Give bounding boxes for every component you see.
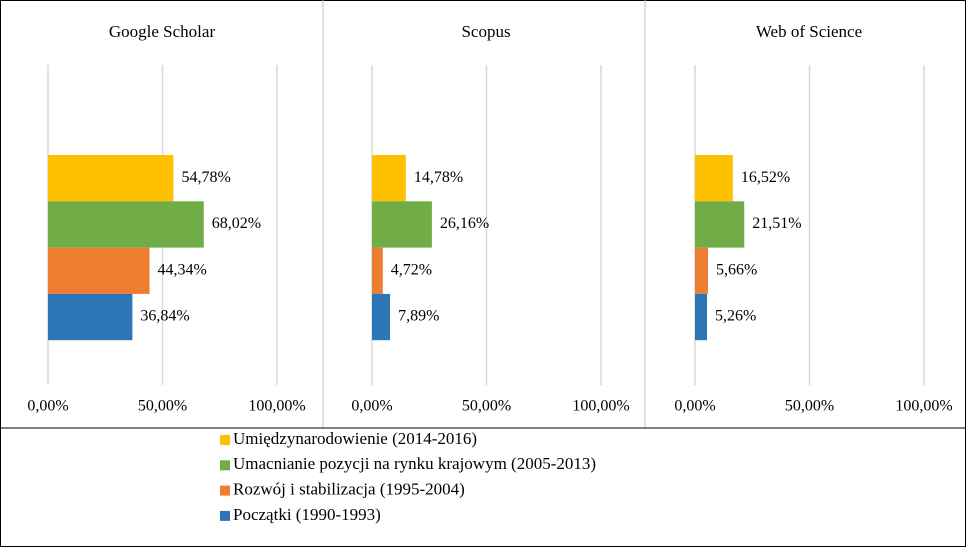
bar [48,293,133,341]
bar [695,247,708,294]
data-label: 4,72% [391,261,432,278]
data-label: 7,89% [398,308,439,325]
bar [48,155,174,202]
bar [695,201,745,248]
x-tick-label: 100,00% [248,398,305,415]
panel-title: Web of Science [756,22,862,41]
panel-title: Scopus [461,22,510,41]
legend-label: Umiędzynarodowienie (2014-2016) [233,429,477,448]
data-label: 5,66% [716,261,757,278]
bar [48,201,204,248]
bar [695,155,733,202]
data-label: 14,78% [414,169,463,186]
x-tick-label: 100,00% [572,398,629,415]
legend-label: Początki (1990-1993) [233,505,381,524]
data-label: 16,52% [741,169,790,186]
bar [695,293,708,341]
data-label: 68,02% [212,215,261,232]
legend-label: Rozwój i stabilizacja (1995-2004) [233,480,465,499]
bar [372,247,383,294]
x-tick-label: 100,00% [895,398,952,415]
data-label: 26,16% [440,215,489,232]
bar [372,155,406,202]
bar [48,247,150,294]
x-tick-label: 50,00% [138,398,187,415]
bar [372,201,432,248]
legend-label: Umacnianie pozycji na rynku krajowym (20… [233,454,596,473]
data-label: 54,78% [181,169,230,186]
data-label: 36,84% [140,308,189,325]
legend-swatch [220,460,230,471]
panel-title: Google Scholar [109,22,216,41]
x-tick-label: 50,00% [785,398,834,415]
data-label: 21,51% [752,215,801,232]
x-tick-label: 0,00% [674,398,715,415]
data-label: 5,26% [715,308,756,325]
legend-swatch [220,485,230,496]
data-label: 44,34% [158,261,207,278]
bar [372,293,391,341]
legend-swatch [220,435,230,445]
x-tick-label: 50,00% [462,398,511,415]
legend-swatch [220,510,230,521]
x-tick-label: 0,00% [27,398,68,415]
x-tick-label: 0,00% [351,398,392,415]
